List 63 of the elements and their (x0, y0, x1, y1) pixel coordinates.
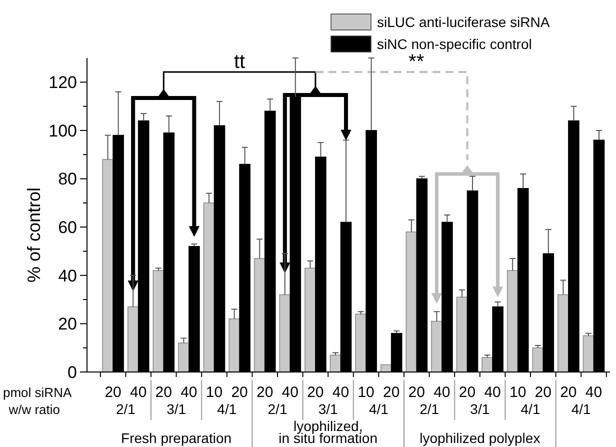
bar (127, 306, 139, 372)
bar (228, 318, 240, 372)
y-axis-title: % of control (24, 187, 44, 283)
bar (431, 320, 442, 372)
bar (406, 232, 418, 372)
legend-label: siNC non-specific control (377, 36, 532, 52)
y-tick-label: 120 (48, 73, 77, 92)
x-tick-label: 20 (256, 384, 274, 401)
x-tick-label: 20 (104, 384, 122, 401)
bar (279, 294, 291, 372)
text: 3/1 (470, 401, 490, 417)
x-tick-label: 20 (458, 384, 476, 401)
y-tick-label: 40 (58, 266, 77, 286)
text: 4/1 (217, 401, 237, 417)
bar (152, 270, 164, 372)
text: 2/1 (420, 401, 440, 417)
text: Fresh preparation (121, 430, 232, 446)
text: 3/1 (166, 401, 186, 417)
x-tick-label: 20 (155, 384, 172, 401)
y-tick-label: 20 (58, 314, 77, 334)
annotation: ** (408, 51, 424, 73)
text: 4/1 (368, 401, 389, 417)
bar (456, 296, 468, 372)
x-tick-label: 20 (408, 384, 425, 401)
text: 4/1 (520, 401, 540, 417)
x-tick-label: 20 (307, 384, 324, 401)
x-tick-label: 40 (180, 384, 198, 401)
annotation: tt (234, 51, 246, 73)
x-tick-label: 10 (206, 384, 223, 401)
bar (582, 335, 594, 372)
bar (254, 258, 266, 372)
bar (304, 268, 316, 372)
x-tick-label: 20 (383, 384, 400, 401)
bar (178, 342, 190, 372)
x-tick-label: 40 (332, 384, 350, 401)
text: 2/1 (268, 401, 288, 417)
text: lyophilized, in situ formation (278, 418, 378, 446)
legend-label: siLUC anti-luciferase siRNA (377, 14, 550, 30)
x-tick-label: 40 (585, 384, 602, 401)
y-tick-label: 0 (68, 362, 77, 382)
bar (102, 159, 114, 372)
x-tick-label: 20 (560, 384, 577, 401)
text: pmol siRNA (3, 385, 72, 400)
bar (506, 270, 518, 372)
text: w/w ratio (8, 402, 60, 417)
x-tick-label: 40 (282, 384, 298, 401)
bar (355, 314, 366, 372)
x-tick-label: 20 (231, 384, 248, 401)
text: 4/1 (571, 401, 592, 417)
x-tick-label: 10 (510, 384, 526, 401)
y-tick-label: 60 (58, 218, 77, 238)
x-tick-label: 20 (534, 384, 552, 401)
x-tick-label: 40 (434, 384, 450, 401)
text: 3/1 (318, 401, 338, 417)
text: 2/1 (116, 401, 136, 417)
bar (203, 202, 215, 372)
y-tick-label: 80 (58, 170, 77, 189)
x-tick-label: 40 (130, 384, 147, 401)
x-tick-label: 40 (484, 384, 501, 401)
bar (558, 294, 569, 372)
text: lyophilized polyplex (420, 430, 540, 446)
y-tick-label: 100 (48, 121, 77, 140)
x-tick-label: 10 (358, 384, 374, 401)
